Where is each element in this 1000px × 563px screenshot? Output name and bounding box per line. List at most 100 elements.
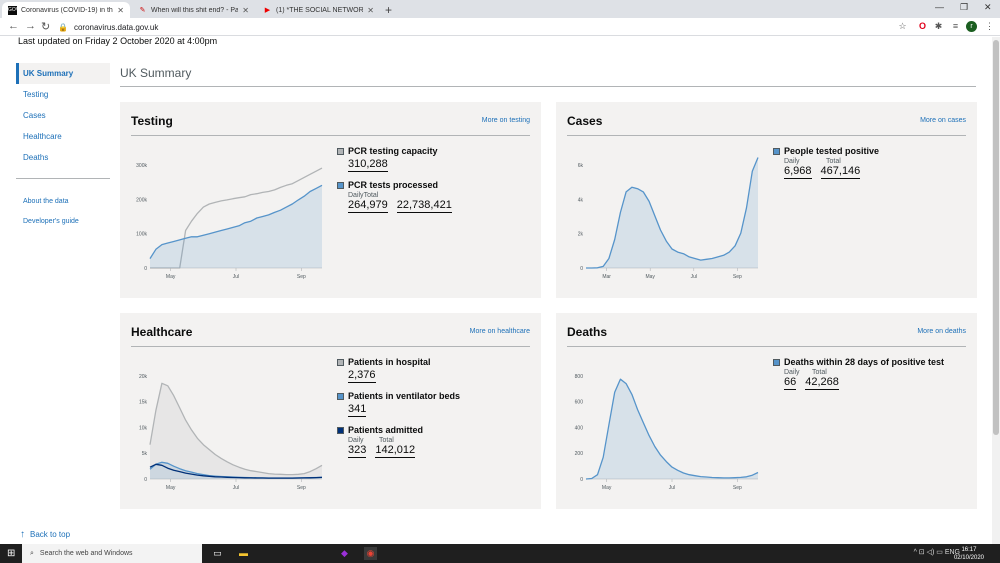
metric-ventilator-beds: Patients in ventilator beds 341 (337, 391, 537, 417)
close-icon[interactable]: ✕ (242, 5, 249, 15)
window-close-icon[interactable]: ✕ (984, 2, 992, 12)
y-tick-label: 5k (142, 451, 148, 457)
metric-value-total[interactable]: 467,146 (820, 165, 861, 179)
y-tick-label: 15k (139, 400, 148, 406)
metric-label: Patients admitted (348, 425, 424, 435)
metric-value-total[interactable]: 42,268 (805, 376, 839, 390)
close-icon[interactable]: ✕ (367, 5, 374, 15)
x-tick-label: May (166, 274, 176, 280)
minimize-icon[interactable]: — (935, 2, 944, 12)
cases-chart: 0 2k 4k 6k Mar May Jul Sep (578, 157, 759, 280)
back-to-top-link[interactable]: ↑ Back to top (20, 529, 70, 540)
search-icon: ⌕ (30, 549, 34, 557)
menu-dots-icon[interactable]: ⋮ (985, 21, 994, 31)
y-tick-label: 800 (575, 374, 584, 380)
bookmark-star-icon[interactable]: ☆ (898, 21, 907, 31)
metric-value[interactable]: 310,288 (348, 158, 388, 172)
series-line (149, 463, 323, 479)
testing-chart: 0 100k 200k 300k May Jul Sep (136, 163, 323, 280)
taskbar-clock[interactable]: 16:17 02/10/2020 (953, 547, 984, 561)
metric-label: Patients in ventilator beds (348, 391, 461, 401)
card-divider (567, 135, 966, 136)
metric-value[interactable]: 2,376 (348, 369, 376, 383)
card-title: Testing (131, 114, 173, 128)
os-taskbar: ⊞ ⌕ Search the web and Windows ▭ ▬ ◆ ◉ ^… (0, 544, 1000, 563)
y-tick-label: 20k (139, 374, 148, 380)
metric-patients-in-hospital: Patients in hospital 2,376 (337, 357, 537, 383)
series-line (149, 184, 323, 259)
y-tick-label: 0 (580, 266, 583, 272)
task-view-icon[interactable]: ▭ (213, 548, 222, 558)
close-icon[interactable]: ✕ (117, 5, 124, 15)
deaths-chart: 0 200 400 600 800 May Jul Sep (575, 374, 759, 491)
card-deaths: Deaths More on deaths 0 200 400 600 800 May Ju… (556, 313, 977, 509)
reading-list-icon[interactable]: ≡ (952, 21, 959, 31)
metric-value[interactable]: 341 (348, 403, 367, 417)
more-on-cases-link[interactable]: More on cases (920, 117, 966, 124)
new-tab-icon[interactable]: + (385, 3, 393, 17)
metric-pcr-processed: PCR tests processed Daily Total 264,979 22… (337, 180, 537, 213)
sublabel-total: Total (812, 369, 827, 376)
x-tick-label: Mar (602, 274, 611, 280)
url-text: coronavirus.data.gov.uk (73, 22, 159, 32)
browser-tab-coronavirus[interactable]: GOV Coronavirus (COVID-19) in the UK ✕ (2, 2, 130, 18)
nav-deaths[interactable]: Deaths (23, 153, 49, 162)
lock-icon: 🔒 (58, 22, 68, 32)
series-line (586, 157, 759, 269)
y-tick-label: 0 (144, 477, 147, 483)
series-line (585, 378, 759, 480)
sublabel-daily: Daily (784, 369, 800, 376)
legend-square-icon (337, 147, 344, 155)
extensions-icon[interactable]: ✱ (934, 21, 943, 31)
healthcare-chart: 0 5k 10k 15k 20k May Jul Sep (139, 374, 323, 491)
tab-title: When will this shit end? - Page 1 (151, 6, 239, 14)
scrollbar-thumb[interactable] (993, 40, 999, 435)
y-tick-label: 200 (575, 451, 584, 457)
youtube-icon: ▶ (264, 6, 271, 14)
metric-deaths-28-days: Deaths within 28 days of positive test D… (773, 357, 973, 390)
maximize-icon[interactable]: ❐ (960, 2, 969, 12)
system-tray[interactable]: ^ ⊡ ◁) ▭ ENG (913, 549, 960, 556)
y-tick-label: 400 (575, 425, 584, 431)
nav-about-data[interactable]: About the data (23, 198, 69, 205)
reload-icon[interactable]: ↻ (41, 21, 51, 33)
file-explorer-icon[interactable]: ▬ (239, 548, 248, 558)
browser-tab-youtube[interactable]: ▶ (1) *THE SOCIAL NETWORK* IS N ✕ (257, 2, 380, 18)
x-tick-label: May (602, 485, 612, 491)
card-healthcare: Healthcare More on healthcare 0 5k 10k 15k 2… (120, 313, 541, 509)
x-tick-label: Jul (233, 274, 239, 280)
windows-start-icon[interactable]: ⊞ (7, 548, 16, 559)
y-tick-label: 0 (580, 477, 583, 483)
y-tick-label: 2k (578, 232, 584, 238)
forward-arrow-icon[interactable]: → (25, 20, 36, 32)
address-bar[interactable]: 🔒 coronavirus.data.gov.uk (58, 20, 918, 34)
more-on-deaths-link[interactable]: More on deaths (917, 328, 966, 335)
healthcare-metrics: Patients in hospital 2,376 Patients in v… (337, 357, 537, 466)
nav-uk-summary[interactable]: UK Summary (16, 63, 110, 84)
metric-value-daily[interactable]: 264,979 (348, 199, 388, 213)
x-tick-label: Sep (297, 274, 306, 280)
legend-square-icon (337, 181, 344, 189)
chrome-icon[interactable]: ◉ (364, 547, 377, 560)
opera-icon[interactable]: O (918, 21, 926, 31)
y-tick-label: 100k (136, 232, 147, 238)
nav-cases[interactable]: Cases (23, 111, 46, 120)
metric-value-daily[interactable]: 6,968 (784, 165, 812, 179)
browser-tab-bar: GOV Coronavirus (COVID-19) in the UK ✕ ✎… (0, 0, 1000, 18)
card-divider (131, 346, 530, 347)
back-arrow-icon[interactable]: ← (8, 20, 19, 32)
taskbar-search-box[interactable]: ⌕ Search the web and Windows (22, 544, 202, 563)
more-on-healthcare-link[interactable]: More on healthcare (469, 328, 530, 335)
metric-value-total[interactable]: 142,012 (375, 444, 416, 458)
app-icon[interactable]: ◆ (341, 548, 348, 558)
browser-tab-forum[interactable]: ✎ When will this shit end? - Page 1 ✕ (132, 2, 255, 18)
nav-developers-guide[interactable]: Developer's guide (23, 218, 79, 225)
metric-value-total[interactable]: 22,738,421 (396, 199, 452, 213)
series-area (586, 379, 758, 479)
nav-healthcare[interactable]: Healthcare (23, 132, 62, 141)
profile-avatar[interactable]: r (966, 21, 977, 32)
more-on-testing-link[interactable]: More on testing (481, 117, 530, 124)
metric-value-daily[interactable]: 66 (784, 376, 797, 390)
nav-testing[interactable]: Testing (23, 90, 49, 99)
metric-value-daily[interactable]: 323 (348, 444, 367, 458)
